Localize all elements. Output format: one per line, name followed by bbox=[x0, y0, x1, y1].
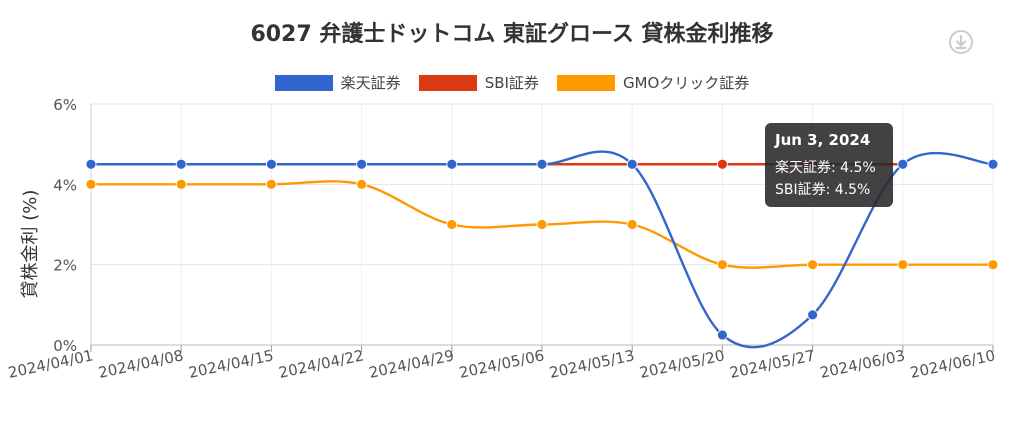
data-point-rakuten[interactable] bbox=[446, 158, 458, 170]
data-point-rakuten[interactable] bbox=[807, 309, 818, 321]
tooltip-row-rakuten: 楽天証券: 4.5% bbox=[775, 160, 876, 176]
x-tick-label: 2024/05/20 bbox=[638, 346, 726, 382]
data-point-rakuten[interactable] bbox=[536, 158, 548, 170]
tooltip-title: Jun 3, 2024 bbox=[775, 131, 871, 149]
data-point-gmo[interactable] bbox=[265, 178, 277, 190]
y-tick-label: 0% bbox=[53, 337, 77, 355]
data-point-rakuten[interactable] bbox=[897, 158, 909, 170]
legend-swatch-sbi bbox=[418, 74, 477, 91]
data-point-rakuten[interactable] bbox=[626, 158, 638, 170]
legend-swatch-gmo bbox=[556, 74, 615, 91]
legend-item-sbi[interactable]: SBI証券 bbox=[418, 72, 539, 93]
data-point-gmo[interactable] bbox=[626, 219, 638, 230]
tooltip-value-rakuten: 4.5% bbox=[840, 160, 876, 176]
x-tick-label: 2024/04/29 bbox=[367, 346, 455, 382]
y-tick-label: 2% bbox=[53, 257, 77, 275]
x-tick-label: 2024/04/08 bbox=[97, 346, 185, 382]
legend-item-gmo[interactable]: GMOクリック証券 bbox=[556, 72, 750, 93]
series-line-rakuten bbox=[91, 150, 994, 349]
data-point-rakuten[interactable] bbox=[85, 158, 97, 170]
x-tick-label: 2024/06/10 bbox=[909, 346, 997, 382]
download-icon bbox=[949, 30, 973, 54]
x-tick-label: 2024/05/27 bbox=[728, 346, 816, 382]
x-tick-label: 2024/04/22 bbox=[277, 346, 365, 382]
y-axis-label: 貸株金利 (%) bbox=[20, 190, 41, 299]
x-tick-label: 2024/06/03 bbox=[818, 346, 906, 382]
x-tick-label: 2024/05/13 bbox=[548, 346, 636, 382]
data-point-gmo[interactable] bbox=[356, 178, 368, 190]
data-point-gmo[interactable] bbox=[85, 178, 97, 190]
legend-label-rakuten: 楽天証券 bbox=[340, 74, 401, 92]
legend-label-sbi: SBI証券 bbox=[484, 74, 539, 92]
x-tick-label: 2024/04/01 bbox=[7, 346, 95, 382]
data-point-gmo[interactable] bbox=[807, 259, 818, 271]
x-tick-label: 2024/04/15 bbox=[187, 346, 275, 382]
data-point-rakuten[interactable] bbox=[356, 158, 368, 170]
data-point-gmo[interactable] bbox=[446, 219, 458, 230]
legend-swatch-rakuten bbox=[274, 74, 333, 91]
data-point-sbi[interactable] bbox=[717, 158, 728, 170]
data-point-gmo[interactable] bbox=[175, 178, 187, 190]
data-point-gmo[interactable] bbox=[987, 259, 999, 271]
chart-title: 6027 弁護士ドットコム 東証グロース 貸株金利推移 bbox=[250, 22, 774, 47]
tooltip-label-rakuten: 楽天証券 bbox=[775, 160, 831, 176]
tooltip-value-sbi: 4.5% bbox=[834, 182, 871, 198]
legend-item-rakuten[interactable]: 楽天証券 bbox=[274, 72, 401, 93]
download-button[interactable] bbox=[948, 29, 974, 55]
tooltip-row-sbi: SBI証券: 4.5% bbox=[775, 182, 871, 198]
data-point-gmo[interactable] bbox=[717, 259, 728, 271]
data-point-rakuten[interactable] bbox=[175, 158, 187, 170]
data-point-rakuten[interactable] bbox=[265, 158, 277, 170]
data-point-gmo[interactable] bbox=[536, 219, 548, 230]
x-tick-label: 2024/05/06 bbox=[458, 346, 546, 382]
data-point-rakuten[interactable] bbox=[717, 329, 728, 341]
y-tick-label: 4% bbox=[53, 176, 77, 194]
tooltip: Jun 3, 2024 楽天証券: 4.5% SBI証券: 4.5% bbox=[765, 123, 893, 207]
data-point-gmo[interactable] bbox=[897, 259, 909, 271]
tooltip-label-sbi: SBI証券 bbox=[775, 182, 826, 198]
y-tick-label: 6% bbox=[53, 96, 77, 114]
data-point-rakuten[interactable] bbox=[987, 158, 999, 170]
legend-label-gmo: GMOクリック証券 bbox=[622, 74, 750, 92]
series-layer bbox=[85, 150, 999, 349]
legend: 楽天証券 SBI証券 GMOクリック証券 bbox=[0, 72, 1024, 93]
